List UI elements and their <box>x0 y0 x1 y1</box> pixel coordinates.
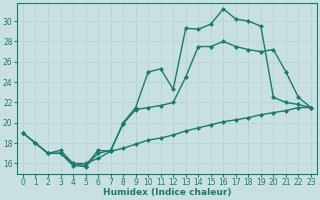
X-axis label: Humidex (Indice chaleur): Humidex (Indice chaleur) <box>103 188 231 197</box>
